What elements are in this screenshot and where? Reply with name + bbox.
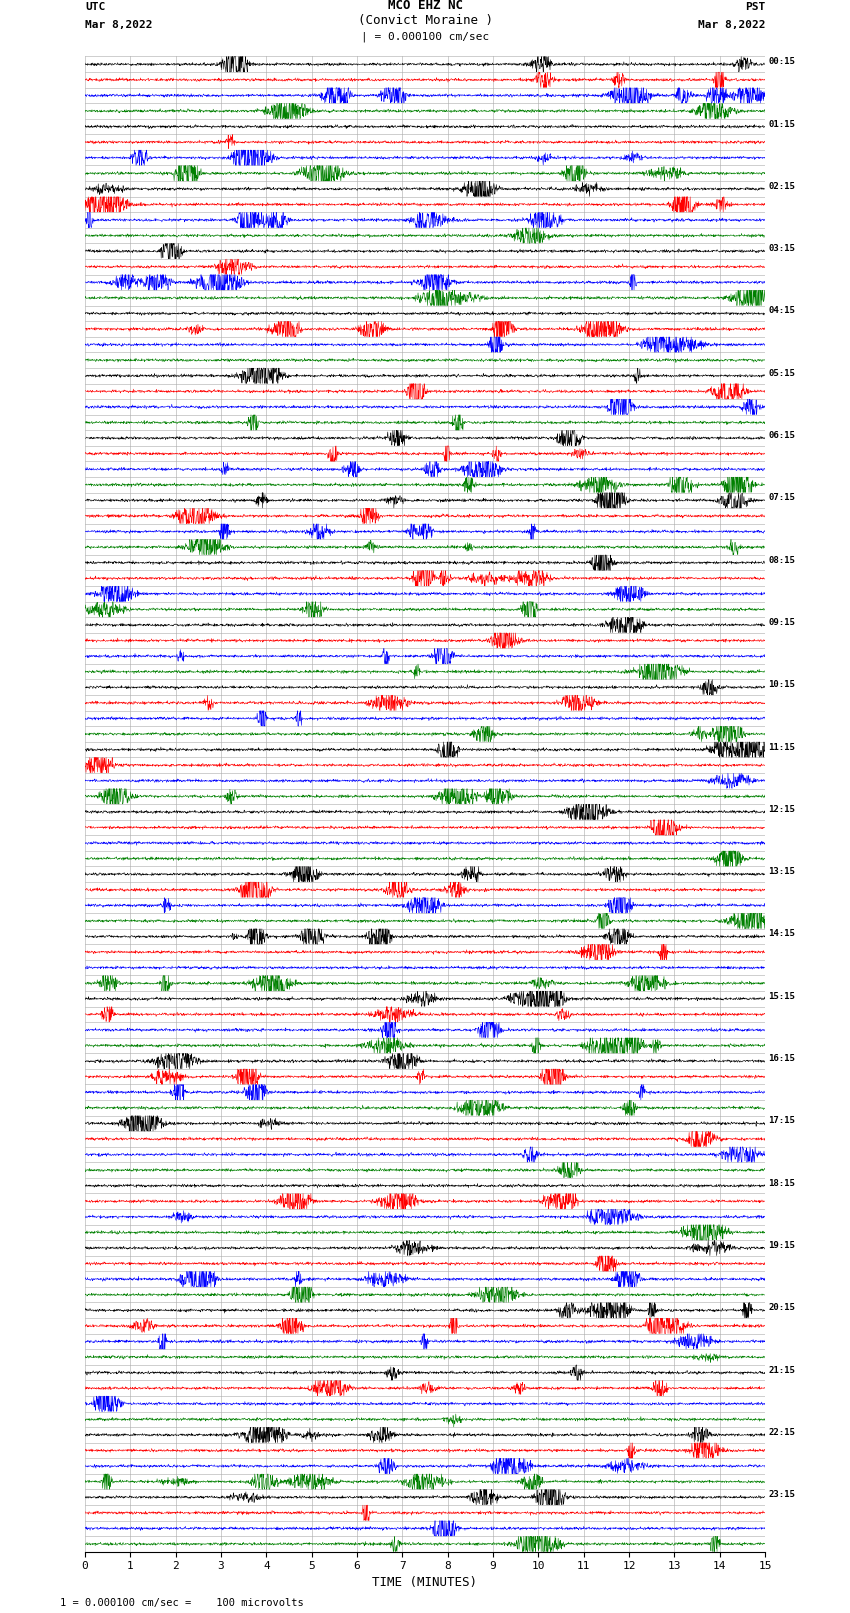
Text: 16:15: 16:15 <box>768 1053 796 1063</box>
Text: 19:15: 19:15 <box>768 1240 796 1250</box>
Text: 23:15: 23:15 <box>768 1490 796 1498</box>
Text: 06:15: 06:15 <box>768 431 796 440</box>
Text: 18:15: 18:15 <box>768 1179 796 1187</box>
Text: 07:15: 07:15 <box>768 494 796 502</box>
Text: Mar 8,2022: Mar 8,2022 <box>85 19 152 29</box>
Text: 04:15: 04:15 <box>768 306 796 316</box>
Text: 11:15: 11:15 <box>768 742 796 752</box>
Text: 1 = 0.000100 cm/sec =    100 microvolts: 1 = 0.000100 cm/sec = 100 microvolts <box>60 1598 303 1608</box>
Text: 02:15: 02:15 <box>768 182 796 190</box>
Text: 00:15: 00:15 <box>768 56 796 66</box>
Text: UTC: UTC <box>85 2 105 11</box>
Text: 13:15: 13:15 <box>768 868 796 876</box>
Text: 03:15: 03:15 <box>768 244 796 253</box>
Text: 20:15: 20:15 <box>768 1303 796 1313</box>
Text: 05:15: 05:15 <box>768 369 796 377</box>
Text: 17:15: 17:15 <box>768 1116 796 1126</box>
Text: | = 0.000100 cm/sec: | = 0.000100 cm/sec <box>361 31 489 42</box>
Text: 12:15: 12:15 <box>768 805 796 815</box>
X-axis label: TIME (MINUTES): TIME (MINUTES) <box>372 1576 478 1589</box>
Text: 21:15: 21:15 <box>768 1366 796 1374</box>
Text: (Convict Moraine ): (Convict Moraine ) <box>358 13 492 26</box>
Text: MCO EHZ NC: MCO EHZ NC <box>388 0 462 11</box>
Text: 01:15: 01:15 <box>768 119 796 129</box>
Text: 15:15: 15:15 <box>768 992 796 1000</box>
Text: 10:15: 10:15 <box>768 681 796 689</box>
Text: PST: PST <box>745 2 765 11</box>
Text: 09:15: 09:15 <box>768 618 796 627</box>
Text: 22:15: 22:15 <box>768 1428 796 1437</box>
Text: 08:15: 08:15 <box>768 555 796 565</box>
Text: Mar 8,2022: Mar 8,2022 <box>698 19 765 29</box>
Text: 14:15: 14:15 <box>768 929 796 939</box>
